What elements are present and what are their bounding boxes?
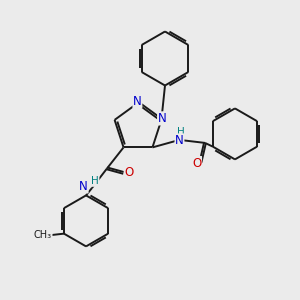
Text: O: O [192, 157, 202, 169]
Text: N: N [79, 180, 88, 193]
Text: N: N [133, 95, 142, 108]
Text: N: N [158, 112, 166, 125]
Text: N: N [175, 134, 184, 147]
Text: H: H [91, 176, 99, 186]
Text: H: H [177, 128, 185, 137]
Text: CH₃: CH₃ [34, 230, 52, 240]
Text: O: O [124, 167, 134, 179]
